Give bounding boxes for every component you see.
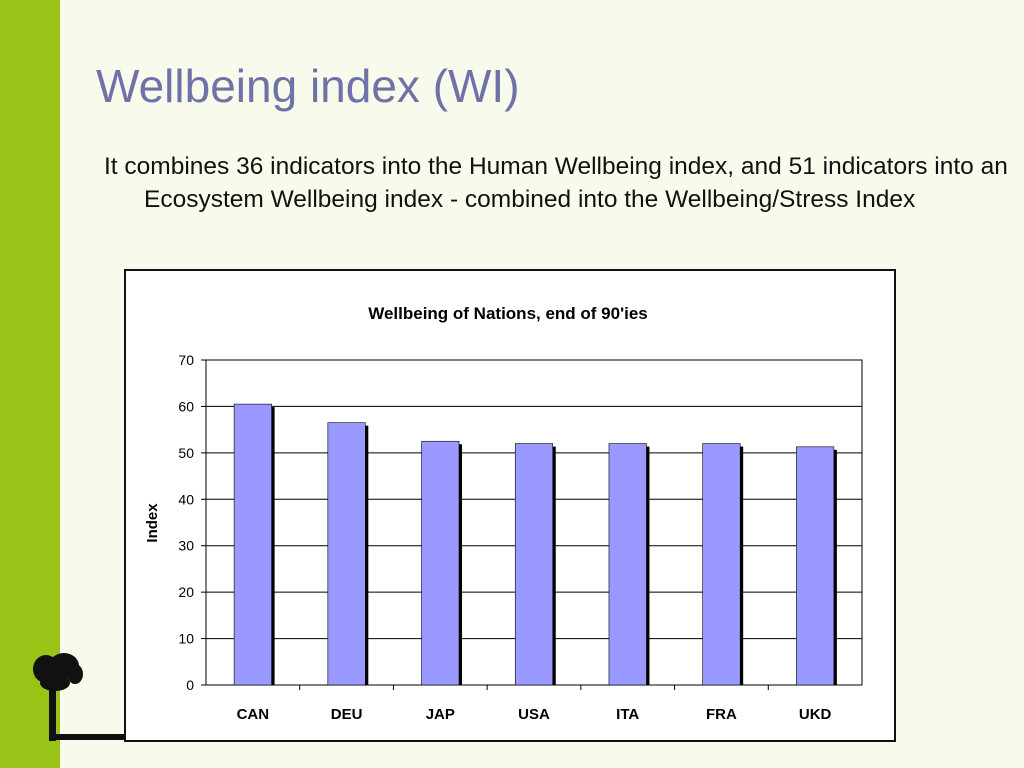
x-tick-label: JAP [426, 706, 455, 723]
bar [233, 403, 272, 686]
y-tick-label: 20 [178, 584, 194, 600]
y-tick-label: 30 [178, 538, 194, 554]
y-axis-label: Index [144, 503, 161, 543]
x-tick-label: DEU [331, 706, 363, 723]
bar [608, 443, 647, 686]
y-tick-label: 50 [178, 445, 194, 461]
bar [796, 446, 835, 686]
y-tick-label: 60 [178, 398, 194, 414]
y-tick-label: 0 [186, 677, 194, 693]
x-tick-label: ITA [616, 706, 639, 723]
bar [327, 422, 366, 686]
x-tick-label: USA [518, 706, 550, 723]
chart-title: Wellbeing of Nations, end of 90'ies [368, 304, 648, 323]
x-tick-label: UKD [799, 706, 832, 723]
slide-title: Wellbeing index (WI) [96, 60, 520, 112]
x-tick-label: FRA [706, 706, 737, 723]
bar [702, 443, 741, 686]
bar [514, 443, 554, 686]
y-tick-label: 40 [178, 491, 194, 507]
slide-body-text: It combines 36 indicators into the Human… [104, 153, 1008, 213]
chart-container: Wellbeing of Nations, end of 90'ies Inde… [124, 269, 896, 742]
x-tick-label: CAN [237, 706, 269, 723]
y-tick-label: 10 [178, 631, 194, 647]
bar-chart: Wellbeing of Nations, end of 90'ies Inde… [144, 304, 863, 723]
tree-icon [33, 653, 124, 741]
accent-side-bar [0, 0, 60, 768]
y-tick-label: 70 [178, 352, 194, 368]
bar [421, 440, 460, 686]
